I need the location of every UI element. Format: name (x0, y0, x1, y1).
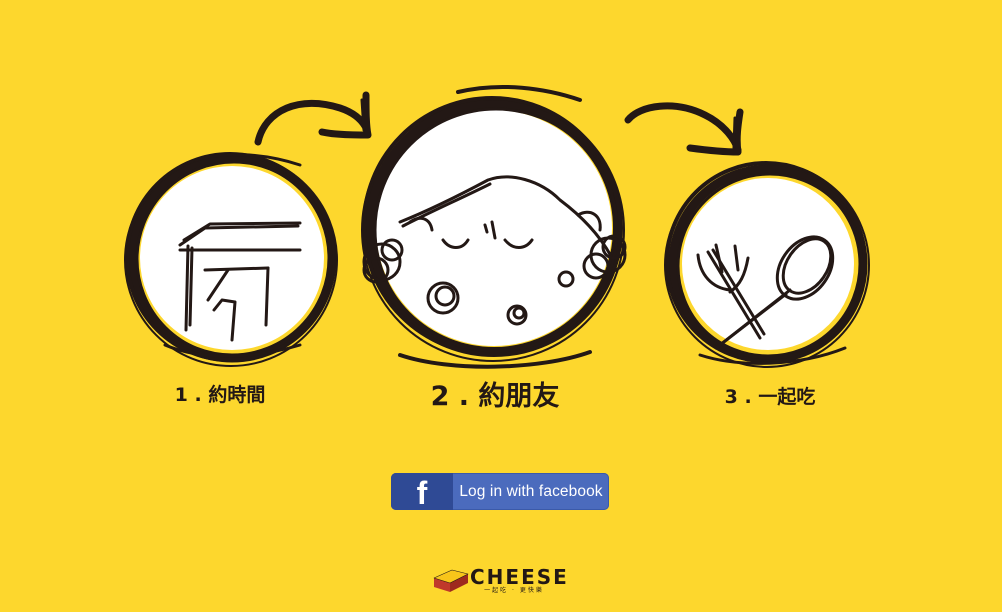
calendar-illustration (124, 152, 338, 367)
facebook-icon-glyph: f (416, 475, 428, 510)
facebook-icon: f (391, 473, 453, 510)
brand-tagline: 一起吃 · 更快樂 (484, 587, 544, 594)
facebook-login-button[interactable]: f Log in with facebook (391, 473, 609, 510)
friend-illustration (361, 84, 627, 369)
arrow-icon (254, 91, 372, 146)
step-label-2: 2 . 約朋友 (430, 381, 560, 412)
cheese-logo-icon (433, 569, 469, 592)
utensils-illustration (664, 161, 870, 368)
brand-logo-text: CHEESE (470, 565, 569, 589)
step-label-1: 1 . 約時間 (174, 384, 266, 406)
facebook-login-label: Log in with facebook (459, 483, 603, 500)
arrow-icon (624, 102, 744, 156)
step-label-3: 3 . 一起吃 (724, 386, 816, 408)
